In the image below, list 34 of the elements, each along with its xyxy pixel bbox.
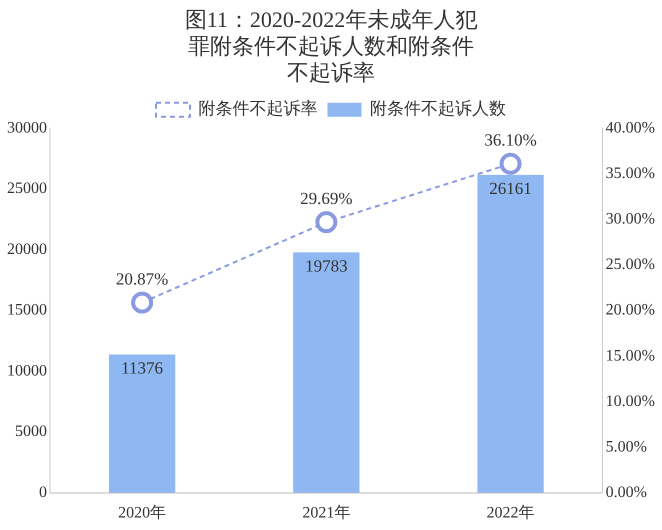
bar: [293, 252, 360, 493]
y-tick-label: 30000: [7, 119, 47, 136]
x-tick-label: 2020年: [118, 504, 166, 522]
y-tick-label: 5000: [15, 423, 47, 440]
y-tick-label: 0: [39, 484, 47, 502]
bar: [108, 354, 176, 493]
legend-label: 附条件不起诉率: [198, 99, 318, 118]
chart-title: 图11：2020-2022年未成年人犯罪附条件不起诉人数和附条件不起诉率: [184, 6, 478, 85]
y-tick-label: 15000: [7, 302, 47, 319]
data-label: 20.87%: [116, 270, 168, 289]
point: [131, 292, 154, 314]
y2-tick-label: 40.00%: [606, 119, 655, 136]
y2-tick-label: 10.00%: [606, 392, 655, 410]
bar: [477, 174, 544, 493]
y-tick-label: 20000: [7, 240, 47, 258]
data-label: 36.10%: [484, 130, 537, 150]
legend-label: 附条件不起诉人数: [370, 99, 506, 118]
y-tick-label: 10000: [7, 362, 47, 380]
y2-tick-label: 15.00%: [606, 347, 655, 364]
x-tick-label: 2021年: [302, 504, 350, 522]
y2-tick-label: 30.00%: [606, 210, 655, 228]
point: [500, 152, 522, 175]
x-tick-label: 2022年: [486, 504, 535, 522]
data-label: 29.69%: [300, 189, 353, 208]
data-label: 11376: [121, 358, 164, 378]
data-label: 19783: [305, 256, 348, 276]
point: [315, 211, 338, 234]
y2-tick-label: 20.00%: [606, 302, 655, 319]
data-label: 26161: [489, 178, 532, 198]
y2-tick-label: 0.00%: [606, 484, 647, 502]
y2-tick-label: 35.00%: [606, 164, 655, 182]
y2-tick-label: 5.00%: [606, 438, 647, 456]
y2-tick-label: 25.00%: [606, 256, 655, 274]
y-tick-label: 25000: [7, 180, 47, 198]
